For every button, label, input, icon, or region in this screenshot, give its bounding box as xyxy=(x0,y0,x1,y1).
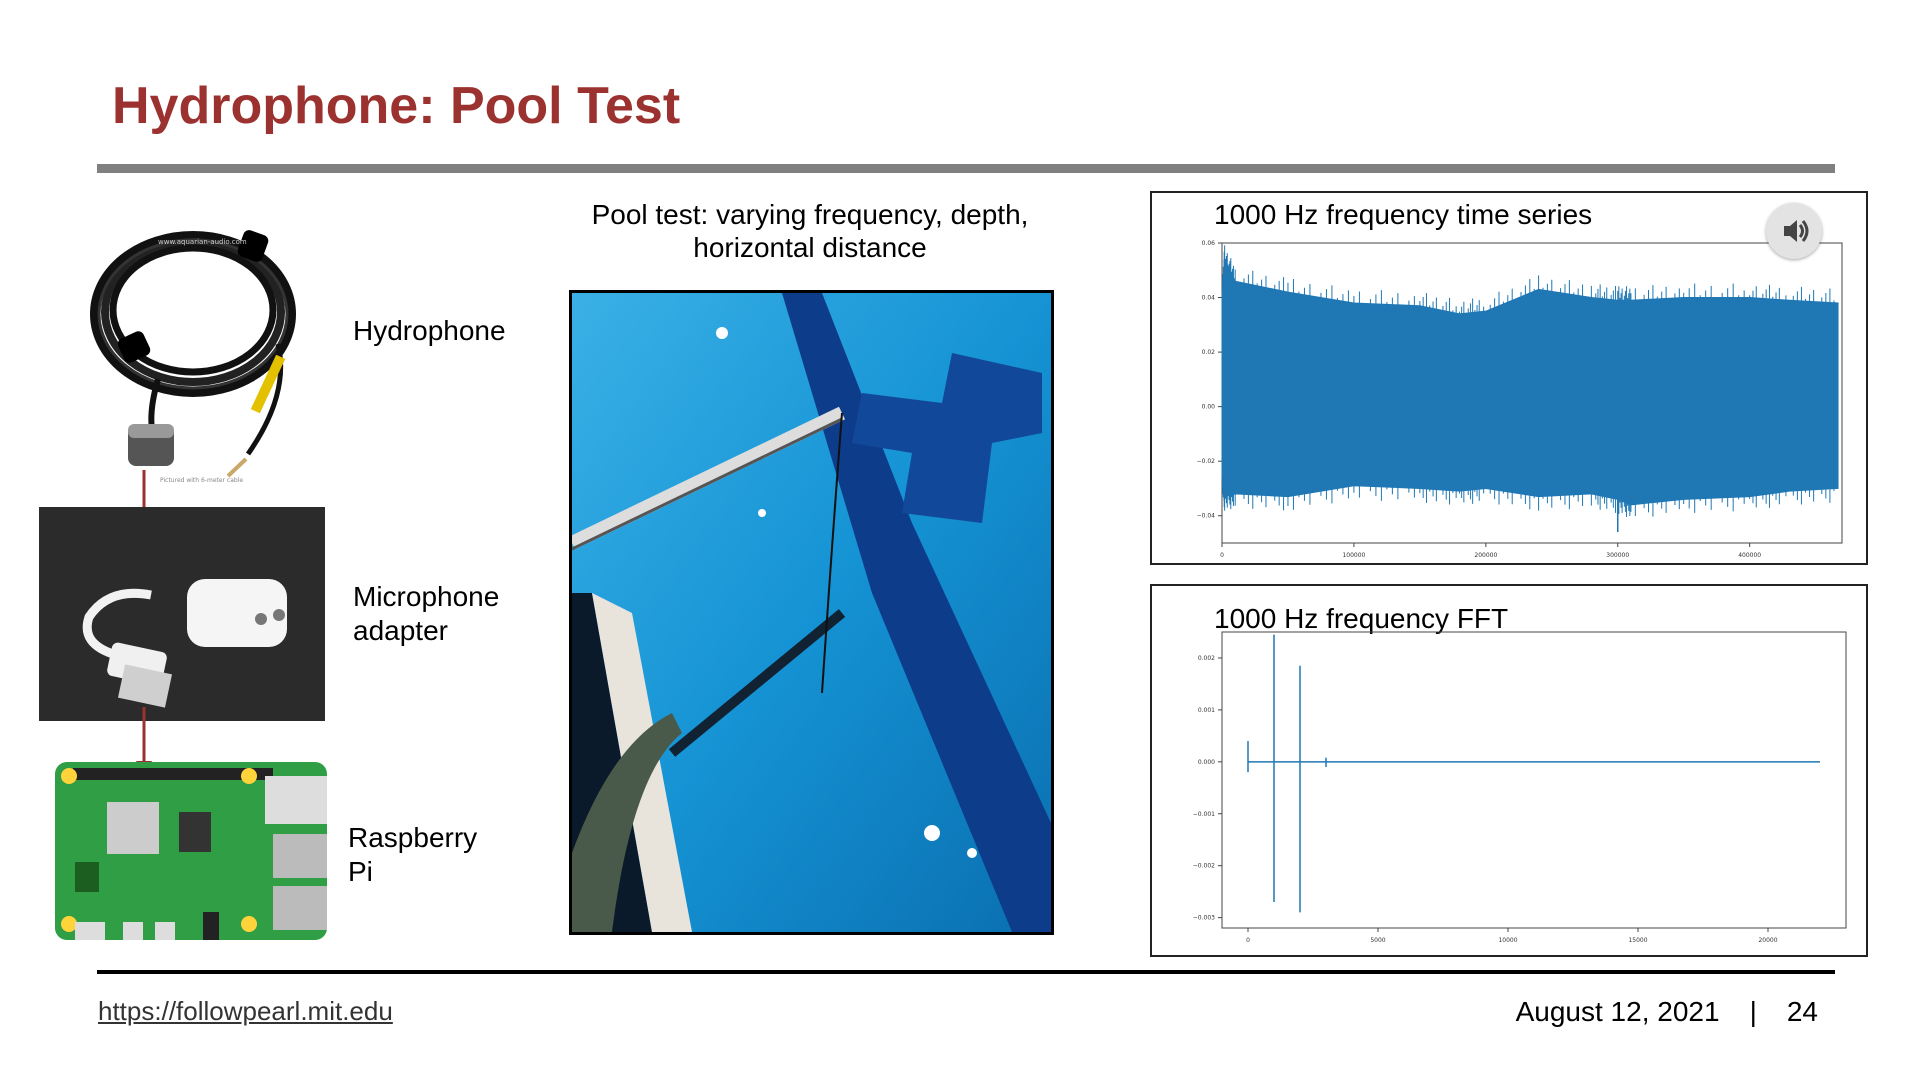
y-tick-label: 0.001 xyxy=(1198,707,1215,714)
y-tick-label: 0.000 xyxy=(1198,759,1215,766)
y-tick-label: −0.003 xyxy=(1193,915,1215,922)
x-tick-label: 0 xyxy=(1246,937,1250,944)
mic-label-line1: Microphone xyxy=(353,581,500,612)
y-tick-label: 0.02 xyxy=(1202,349,1216,356)
y-tick-label: −0.02 xyxy=(1197,458,1216,465)
y-tick-label: −0.002 xyxy=(1193,863,1215,870)
speaker-volume-icon xyxy=(1784,220,1809,242)
caption-line2: horizontal distance xyxy=(693,232,927,263)
hydrophone-image: www.aquarian-audio.com Pictured with 6-m… xyxy=(78,214,308,484)
slide-title: Hydrophone: Pool Test xyxy=(112,77,681,135)
x-tick-label: 10000 xyxy=(1498,937,1517,944)
time-series-chart-title: 1000 Hz frequency time series xyxy=(1214,199,1593,230)
y-tick-label: 0.00 xyxy=(1202,404,1216,411)
fft-chart: 0 5000 10000 15000 20000 0.002 0.001 0.000 −0.00… xyxy=(1193,631,1847,944)
y-tick-label: −0.001 xyxy=(1193,811,1215,818)
x-tick-label: 0 xyxy=(1220,552,1224,559)
audio-play-button[interactable] xyxy=(1766,203,1822,259)
hydrophone-url-text: www.aquarian-audio.com xyxy=(158,238,247,246)
x-tick-label: 100000 xyxy=(1342,552,1365,559)
series-envelope xyxy=(1221,257,1839,506)
x-tick-label: 15000 xyxy=(1628,937,1647,944)
x-tick-label: 5000 xyxy=(1370,937,1385,944)
y-tick-label: 0.002 xyxy=(1198,655,1215,662)
hydrophone-note-text: Pictured with 6-meter cable xyxy=(160,477,243,484)
title-divider xyxy=(97,164,1835,173)
y-tick-label: −0.04 xyxy=(1197,513,1216,520)
x-tick-label: 20000 xyxy=(1758,937,1777,944)
page-number: 24 xyxy=(1786,996,1818,1027)
caption-line1: Pool test: varying frequency, depth, xyxy=(591,199,1029,230)
x-tick-label: 300000 xyxy=(1606,552,1629,559)
pi-label-line2: Pi xyxy=(348,856,373,887)
hydrophone-label: Hydrophone xyxy=(353,315,506,346)
pool-test-photo xyxy=(569,290,1054,935)
x-tick-label: 200000 xyxy=(1474,552,1497,559)
footer-date: August 12, 2021 xyxy=(1515,996,1720,1027)
y-tick-label: 0.06 xyxy=(1202,240,1216,247)
fft-chart-panel: 1000 Hz frequency FFT 0 5000 10000 15000 200… xyxy=(1150,584,1868,957)
pi-label-line1: Raspberry xyxy=(348,822,478,853)
footer-divider xyxy=(97,970,1835,974)
time-series-chart: 0 100000 200000 300000 400000 0.06 0.04 0.02 0.0… xyxy=(1197,240,1843,559)
raspberry-pi-image xyxy=(55,762,337,944)
footer-separator: | xyxy=(1749,996,1757,1027)
raspberry-pi-label: Raspberry Pi xyxy=(348,821,477,889)
pool-test-caption: Pool test: varying frequency, depth, hor… xyxy=(560,198,1060,264)
mic-label-line2: adapter xyxy=(353,615,448,646)
fft-chart-title: 1000 Hz frequency FFT xyxy=(1214,603,1509,634)
microphone-adapter-label: Microphone adapter xyxy=(353,580,499,648)
y-tick-label: 0.04 xyxy=(1202,295,1216,302)
x-tick-label: 400000 xyxy=(1738,552,1761,559)
footer-url-link[interactable]: https://followpearl.mit.edu xyxy=(98,996,393,1026)
footer-info: August 12, 2021 | 24 xyxy=(1516,996,1818,1028)
plot-frame xyxy=(1221,631,1847,929)
time-series-chart-panel: 1000 Hz frequency time series 0 100000 200… xyxy=(1150,191,1868,565)
microphone-adapter-image xyxy=(39,507,325,721)
